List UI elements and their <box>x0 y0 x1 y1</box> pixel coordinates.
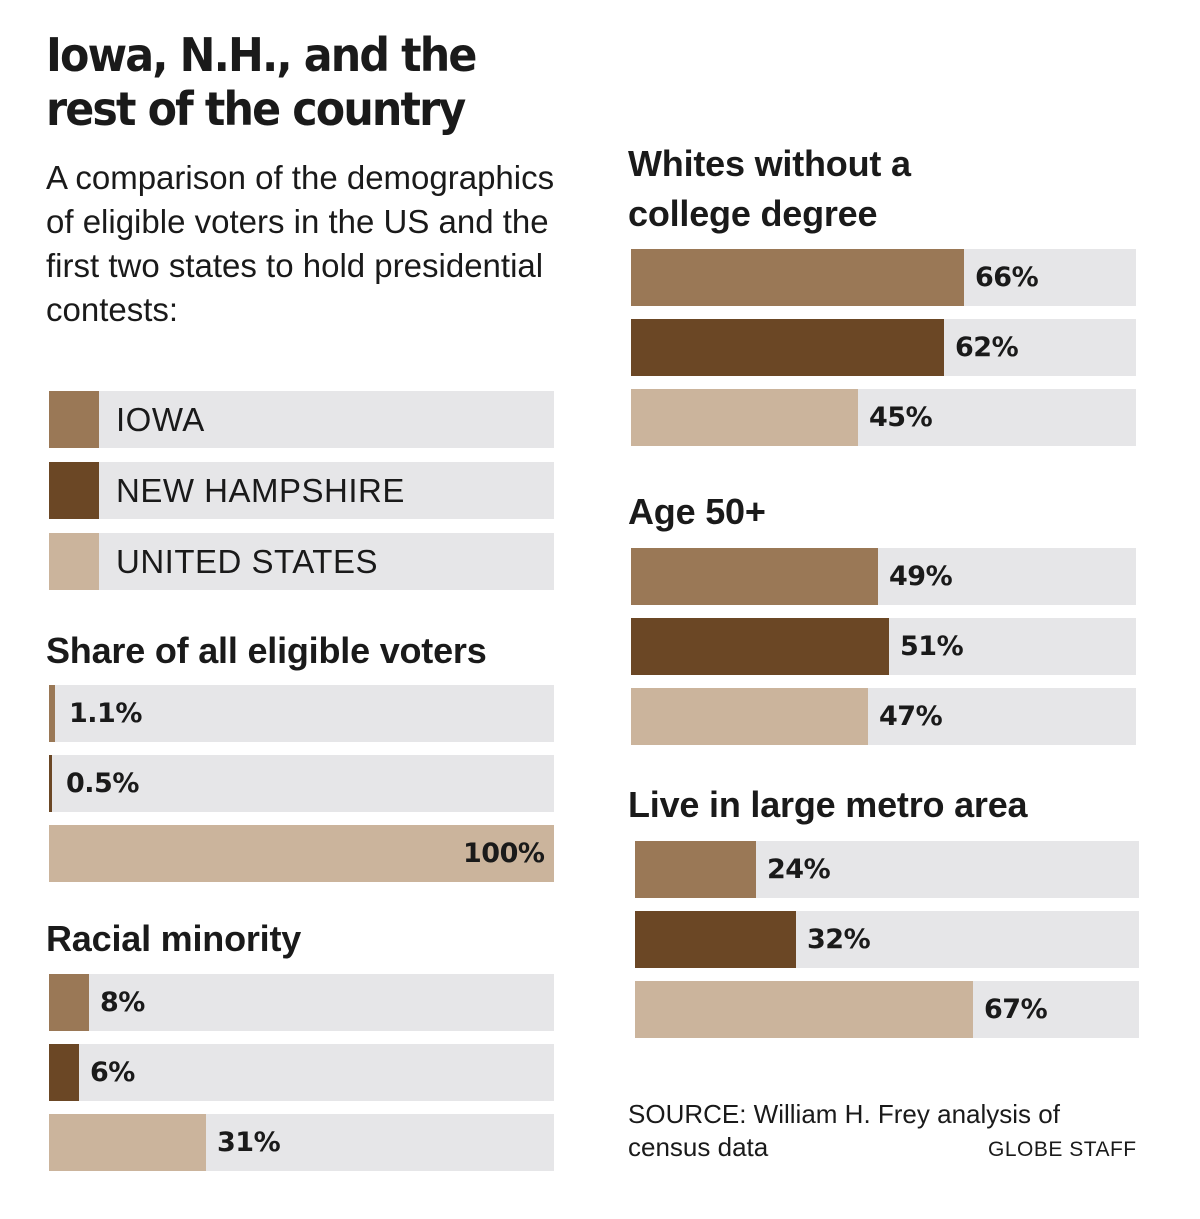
legend-item-united-states: UNITED STATES <box>49 533 554 590</box>
bar-new-hampshire <box>635 911 796 968</box>
bar-label-iowa: 24% <box>767 854 831 885</box>
bar-united-states <box>49 825 554 882</box>
bar-label-iowa: 8% <box>100 987 145 1018</box>
section-title: Whites without a college degree <box>628 143 911 234</box>
section-title: Age 50+ <box>628 491 766 532</box>
chart-title: Iowa, N.H., and the rest of the country <box>46 28 477 136</box>
legend-swatch-iowa <box>49 391 99 448</box>
chart-racial-minority: Racial minority 8% 6% 31% <box>46 914 554 1184</box>
bar-row-new-hampshire: 62% <box>631 319 1136 376</box>
bar-row-iowa: 8% <box>49 974 554 1031</box>
legend-item-new-hampshire: NEW HAMPSHIRE <box>49 462 554 519</box>
legend-swatch-new-hampshire <box>49 462 99 519</box>
bar-label-new-hampshire: 6% <box>90 1057 135 1088</box>
bar-row-new-hampshire: 6% <box>49 1044 554 1101</box>
bar-new-hampshire <box>631 319 944 376</box>
bar-iowa <box>631 249 964 306</box>
legend-item-iowa: IOWA <box>49 391 554 448</box>
bar-label-new-hampshire: 62% <box>955 332 1019 363</box>
bar-label-iowa: 49% <box>889 561 953 592</box>
chart-share-of-eligible-voters: Share of all eligible voters 1.1% 0.5% 1… <box>46 626 554 895</box>
bar-iowa <box>49 685 55 742</box>
section-title: Racial minority <box>46 918 302 959</box>
bar-new-hampshire <box>49 1044 79 1101</box>
bar-united-states <box>635 981 973 1038</box>
bar-row-iowa: 24% <box>635 841 1139 898</box>
bar-row-new-hampshire: 51% <box>631 618 1136 675</box>
bar-label-united-states: 31% <box>217 1127 281 1158</box>
bar-label-united-states: 47% <box>879 701 943 732</box>
bar-row-united-states: 67% <box>635 981 1139 1038</box>
legend-label-united-states: UNITED STATES <box>116 543 378 580</box>
legend: IOWA NEW HAMPSHIRE UNITED STATES <box>49 391 554 604</box>
section-title: Live in large metro area <box>628 784 1028 825</box>
section-title: Share of all eligible voters <box>46 630 487 671</box>
legend-label-new-hampshire: NEW HAMPSHIRE <box>116 472 405 509</box>
bar-label-united-states: 67% <box>984 994 1048 1025</box>
bar-label-new-hampshire: 51% <box>900 631 964 662</box>
bar-united-states <box>631 688 868 745</box>
bar-row-united-states: 45% <box>631 389 1136 446</box>
bar-label-new-hampshire: 32% <box>807 924 871 955</box>
bar-label-united-states: 100% <box>463 838 545 869</box>
bar-row-iowa: 66% <box>631 249 1136 306</box>
bar-iowa <box>635 841 756 898</box>
bar-label-united-states: 45% <box>869 402 933 433</box>
bar-new-hampshire <box>49 755 52 812</box>
bar-iowa <box>631 548 878 605</box>
bar-iowa <box>49 974 89 1031</box>
bar-new-hampshire <box>631 618 889 675</box>
bar-row-new-hampshire: 0.5% <box>49 755 554 812</box>
bar-row-united-states: 100% <box>49 825 554 882</box>
bar-row-united-states: 47% <box>631 688 1136 745</box>
bar-united-states <box>49 1114 206 1171</box>
bar-row-united-states: 31% <box>49 1114 554 1171</box>
legend-label-iowa: IOWA <box>116 401 205 438</box>
bar-row-iowa: 1.1% <box>49 685 554 742</box>
bar-row-new-hampshire: 32% <box>635 911 1139 968</box>
chart-live-in-large-metro: Live in large metro area 24% 32% 67% <box>628 780 1139 1051</box>
source-note: SOURCE: William H. Frey analysis of cens… <box>628 1099 1060 1162</box>
bar-label-iowa: 66% <box>975 262 1039 293</box>
chart-subtitle: A comparison of the demographics of elig… <box>46 159 555 328</box>
chart-whites-without-college-degree: Whites without a college degree 66% 62% … <box>628 139 1136 459</box>
credit-line: GLOBE STAFF <box>988 1138 1137 1161</box>
bar-row-iowa: 49% <box>631 548 1136 605</box>
bar-label-new-hampshire: 0.5% <box>66 768 139 799</box>
chart-age-50-plus: Age 50+ 49% 51% 47% <box>628 487 1136 758</box>
bar-label-iowa: 1.1% <box>69 698 142 729</box>
legend-swatch-united-states <box>49 533 99 590</box>
bar-united-states <box>631 389 858 446</box>
